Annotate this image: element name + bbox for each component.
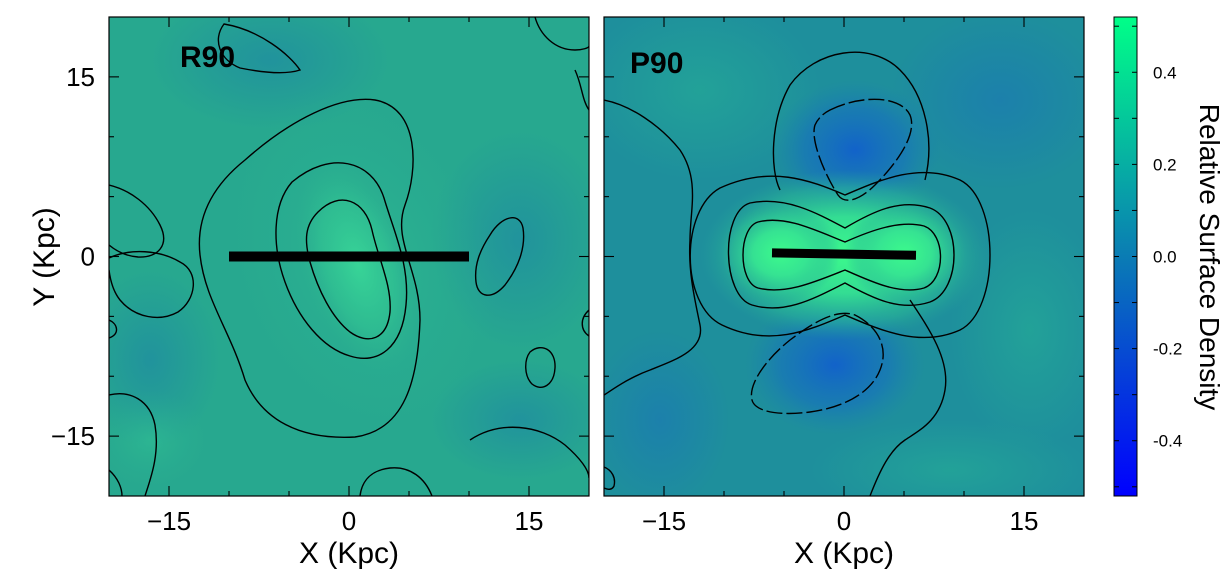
y-tick-label: 15 — [66, 62, 95, 92]
y-axis-label: Y (Kpc) — [28, 207, 61, 306]
x-axis-label: X (Kpc) — [794, 537, 894, 570]
x-axis-label: X (Kpc) — [299, 537, 399, 570]
contour-line — [474, 217, 525, 296]
x-tick-label: −15 — [642, 506, 686, 536]
contour-line — [198, 98, 421, 438]
contour-line — [469, 426, 589, 479]
contour-line — [772, 51, 930, 191]
contour-line — [534, 17, 589, 51]
panel-r90: R90 −15 0 15 −15 0 15 X (Kpc) Y (Kpc) — [28, 16, 590, 570]
tick-marks — [109, 17, 589, 496]
contour-line — [275, 162, 408, 360]
colorbar-tick-label: -0.2 — [1153, 340, 1182, 359]
x-tick-labels: −15 0 15 — [147, 506, 544, 536]
y-tick-label: −15 — [51, 421, 95, 451]
x-tick-label: −15 — [147, 506, 191, 536]
x-tick-label: 0 — [342, 506, 356, 536]
tick-marks — [604, 17, 1084, 496]
panel-label-r90: R90 — [180, 41, 235, 74]
x-tick-label: 0 — [837, 506, 851, 536]
contour-line — [581, 309, 589, 337]
contour-line — [217, 23, 302, 74]
x-tick-labels: −15 0 15 — [642, 506, 1039, 536]
contour-line — [109, 184, 165, 258]
contour-line — [689, 171, 991, 339]
galaxy-bar — [771, 248, 917, 260]
heatmap-blob — [810, 420, 1084, 496]
colorbar-tick-label: 0.4 — [1153, 63, 1177, 82]
negative-contour-line — [750, 312, 884, 415]
contour-line — [109, 393, 158, 496]
contour-line — [109, 319, 118, 339]
contour-line — [727, 200, 955, 309]
colorbar-tick-label: -0.4 — [1153, 432, 1182, 451]
colorbar: 0.4 0.2 0.0 -0.2 -0.4 Relative Surface Densi… — [1113, 16, 1225, 497]
contour-line — [525, 347, 556, 388]
contour-line — [109, 250, 195, 319]
colorbar-label: Relative Surface Density — [1194, 104, 1225, 411]
colorbar-tick-label: 0.2 — [1153, 155, 1177, 174]
y-tick-labels: −15 0 15 — [51, 62, 95, 451]
contour-line — [109, 469, 123, 496]
contour-line — [604, 99, 702, 396]
contour-line — [869, 299, 947, 496]
contour-line — [305, 199, 391, 340]
negative-contour-line — [813, 98, 913, 201]
colorbar-ticks: 0.4 0.2 0.0 -0.2 -0.4 — [1114, 25, 1182, 488]
contour-line — [359, 467, 433, 496]
contour-line — [604, 466, 616, 491]
heatmap-r90 — [109, 17, 589, 496]
contour-line — [742, 219, 942, 291]
heatmap-blob — [109, 390, 210, 490]
heatmap-blob — [604, 17, 820, 180]
y-tick-label: 0 — [81, 242, 95, 272]
heatmap-blob — [604, 330, 730, 496]
contour-line — [574, 69, 589, 111]
x-tick-label: 15 — [1010, 506, 1039, 536]
x-tick-label: 15 — [515, 506, 544, 536]
colorbar-tick-label: 0.0 — [1153, 248, 1177, 267]
panel-label-p90: P90 — [630, 47, 683, 80]
panel-p90: P90 −15 0 15 X (Kpc) — [603, 16, 1085, 570]
